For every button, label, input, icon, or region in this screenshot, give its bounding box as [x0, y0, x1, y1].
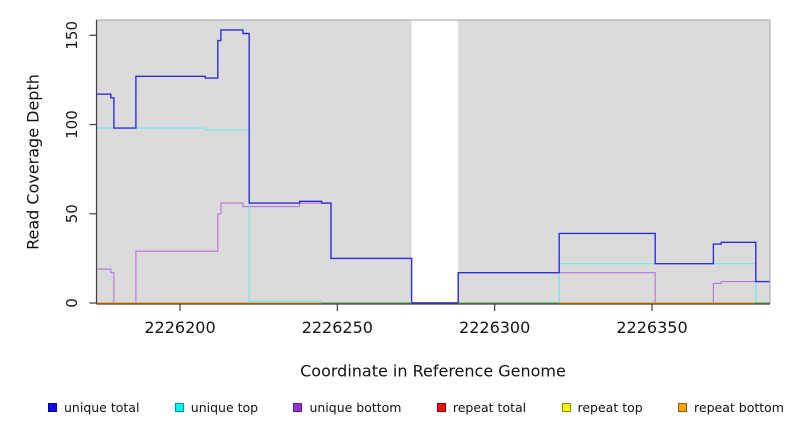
legend: unique total unique top unique bottom repea… [48, 400, 784, 415]
legend-swatch-repeat-total [436, 403, 446, 412]
legend-label: unique top [190, 400, 259, 415]
legend-item-unique-total: unique total [48, 400, 139, 415]
x-tick-label: 2226200 [144, 318, 215, 337]
legend-swatch-unique-top [174, 403, 184, 412]
legend-swatch-unique-bottom [293, 403, 303, 412]
legend-item-repeat-bottom: repeat bottom [678, 400, 784, 415]
legend-swatch-unique-total [48, 403, 57, 412]
legend-swatch-repeat-top [561, 403, 571, 412]
x-tick-label: 2226300 [459, 318, 530, 337]
legend-swatch-repeat-bottom [678, 403, 688, 412]
legend-label: unique bottom [309, 400, 402, 415]
y-tick-label: 100 [63, 110, 81, 139]
legend-item-repeat-top: repeat top [561, 400, 643, 415]
legend-item-unique-bottom: unique bottom [293, 400, 402, 415]
legend-label: unique total [64, 400, 140, 415]
y-tick-label: 0 [63, 298, 81, 308]
x-tick-label: 2226250 [302, 318, 373, 337]
masked-region [411, 20, 459, 304]
legend-item-repeat-total: repeat total [436, 400, 527, 415]
legend-label: repeat top [577, 400, 643, 415]
y-tick-label: 150 [63, 21, 81, 50]
x-axis-title: Coordinate in Reference Genome [300, 361, 566, 381]
series-line-unique-total [96, 29, 770, 304]
x-tick-label: 2226350 [616, 318, 687, 337]
legend-item-unique-top: unique top [174, 400, 259, 415]
coverage-plot: 2226200 2226250 2226300 2226350 0 50 100 150 [63, 19, 771, 337]
legend-label: repeat bottom [694, 400, 784, 415]
y-tick-label: 50 [63, 204, 81, 223]
y-axis-title: Read Coverage Depth [23, 74, 43, 250]
legend-label: repeat total [452, 400, 527, 415]
